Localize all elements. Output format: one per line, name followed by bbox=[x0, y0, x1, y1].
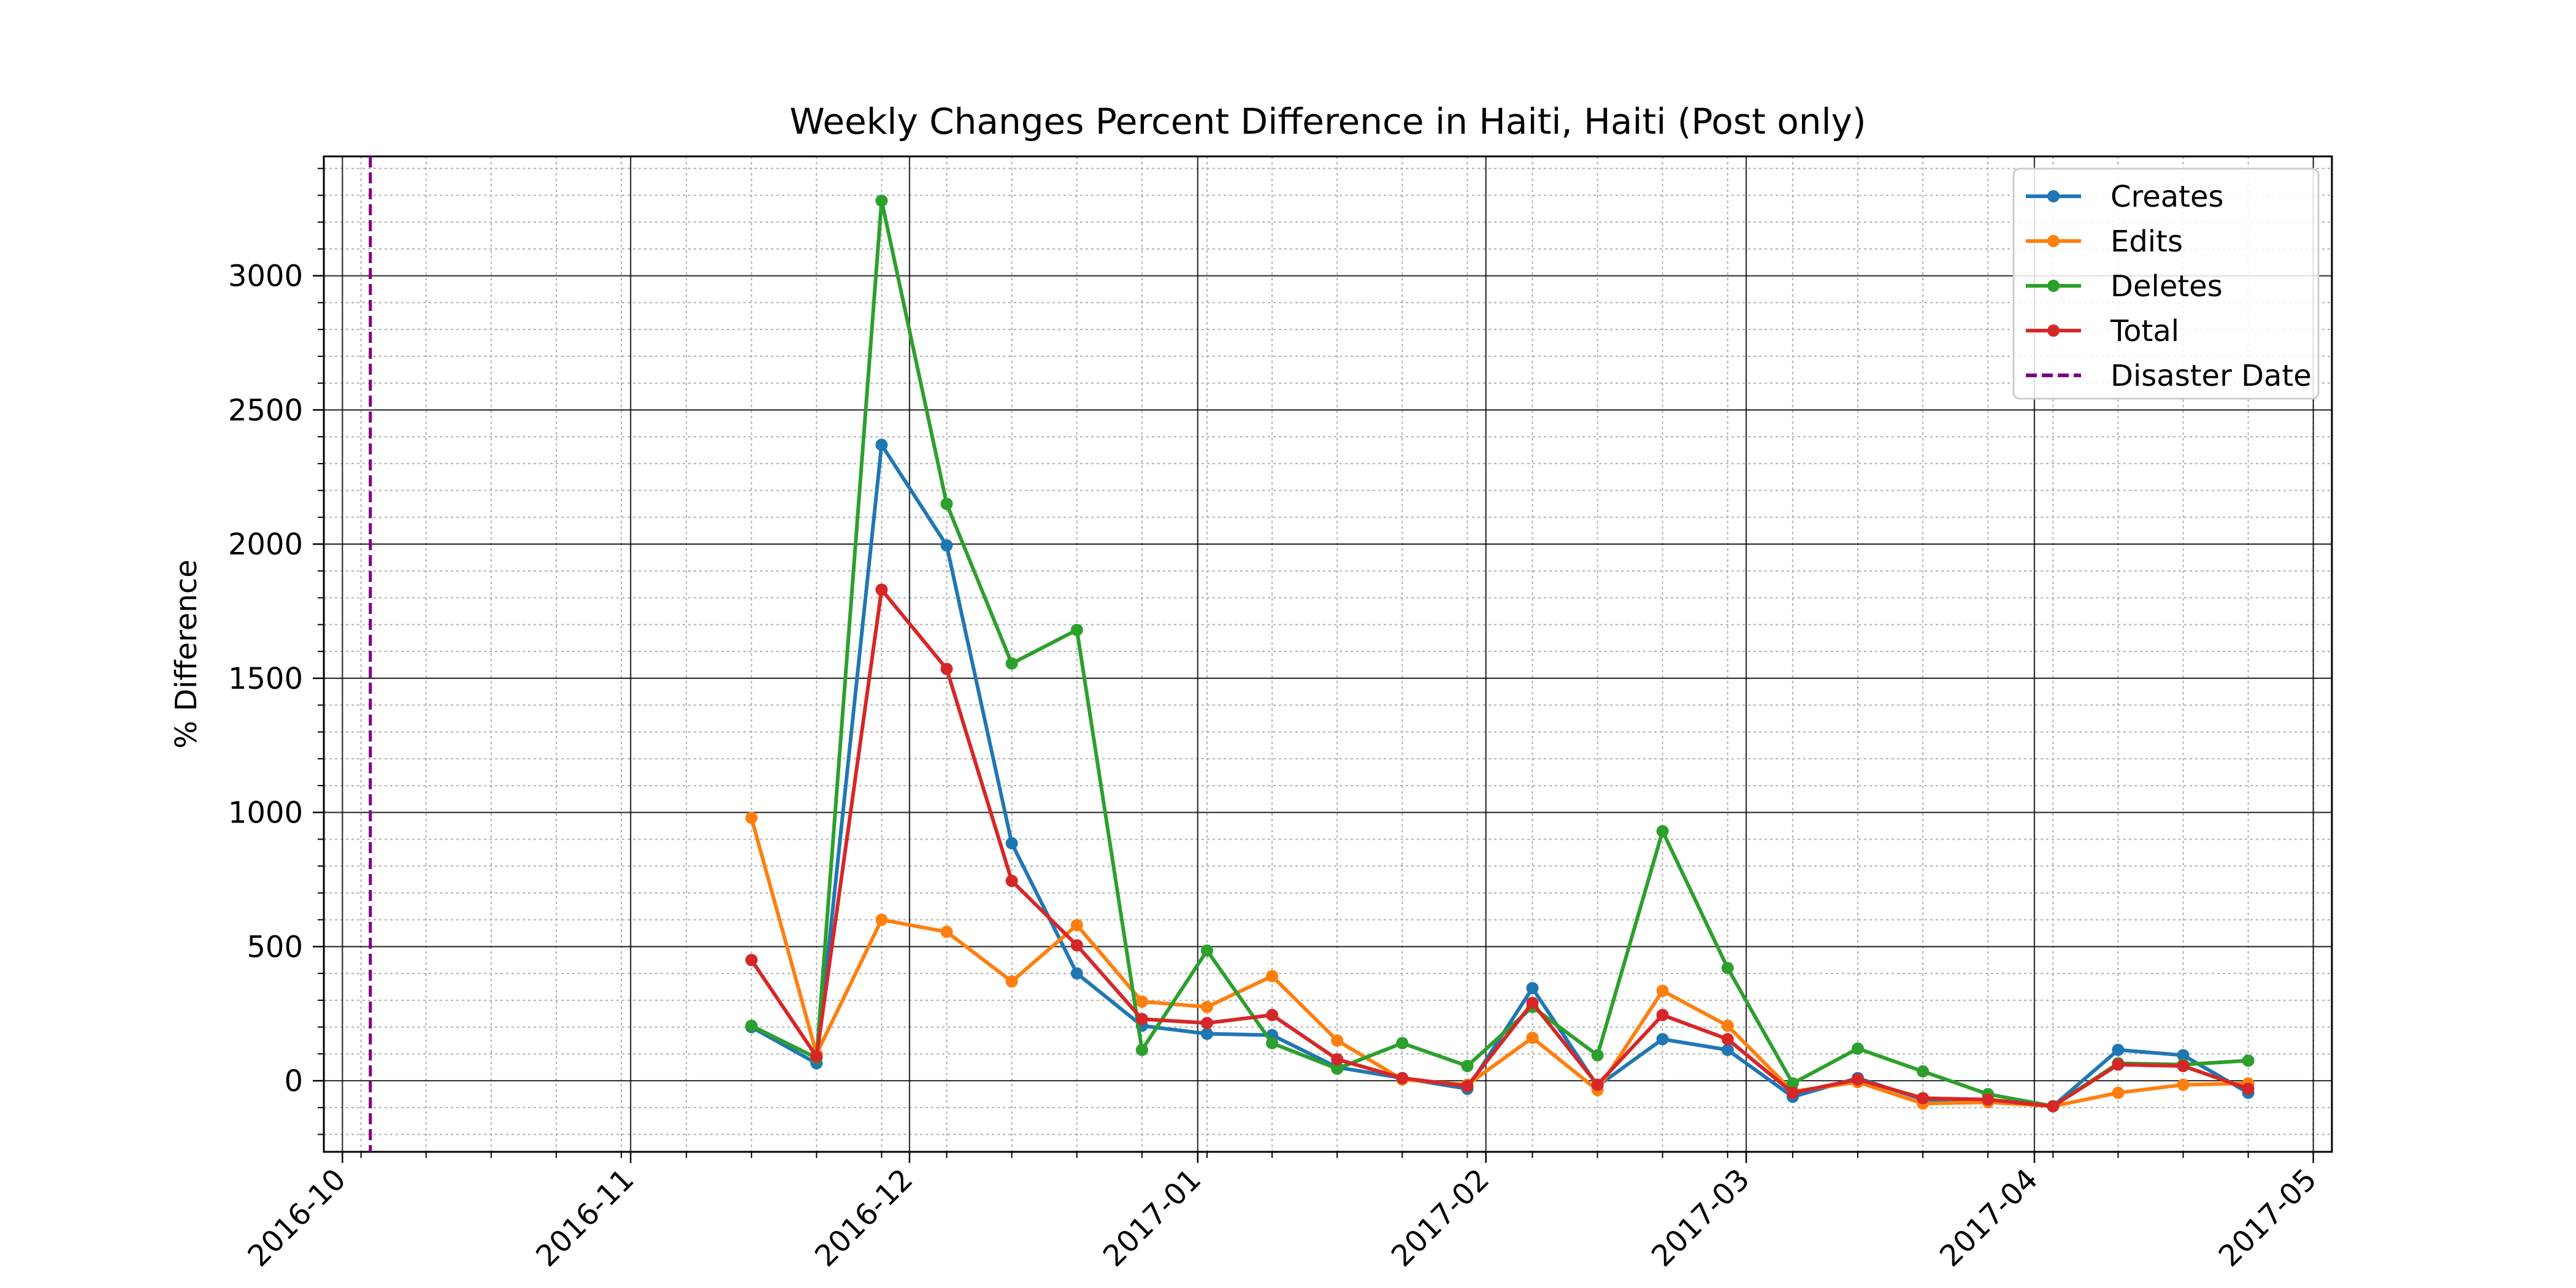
legend-label-total: Total bbox=[2110, 314, 2179, 348]
chart-title: Weekly Changes Percent Difference in Hai… bbox=[789, 101, 1866, 142]
data-point-total bbox=[1656, 1008, 1669, 1021]
data-point-edits bbox=[1201, 1000, 1213, 1013]
data-point-deletes bbox=[1201, 944, 1213, 957]
legend-label-edits: Edits bbox=[2110, 224, 2183, 259]
data-point-deletes bbox=[1852, 1042, 1864, 1055]
data-point-creates bbox=[875, 439, 888, 451]
y-tick-label: 3000 bbox=[228, 259, 303, 294]
data-point-total bbox=[1266, 1008, 1279, 1021]
data-point-deletes bbox=[1070, 624, 1083, 637]
data-point-total bbox=[1917, 1092, 1930, 1105]
y-tick-label: 500 bbox=[247, 930, 303, 964]
data-point-deletes bbox=[745, 1019, 758, 1032]
data-point-deletes bbox=[940, 497, 953, 510]
legend: Creates Edits Deletes Total Disaster Date bbox=[2012, 167, 2320, 400]
data-point-total bbox=[1331, 1053, 1344, 1066]
series-layer bbox=[369, 156, 2255, 1152]
series-line-total bbox=[749, 588, 2250, 1108]
data-point-edits bbox=[1526, 1032, 1539, 1045]
series-line-deletes bbox=[749, 199, 2250, 1108]
data-point-total bbox=[2112, 1058, 2125, 1071]
legend-box bbox=[2012, 167, 2320, 400]
data-point-deletes bbox=[1331, 1062, 1344, 1075]
data-point-total bbox=[1135, 1013, 1148, 1025]
data-point-creates bbox=[1526, 982, 1539, 995]
plot-frame bbox=[323, 155, 2333, 1153]
y-tick-label: 2500 bbox=[228, 393, 303, 427]
data-point-total bbox=[2047, 1100, 2060, 1113]
data-point-total bbox=[1982, 1093, 1995, 1106]
legend-marker-deletes bbox=[2047, 280, 2060, 292]
data-point-edits bbox=[1656, 984, 1669, 997]
legend-label-deletes: Deletes bbox=[2110, 269, 2223, 304]
data-point-edits bbox=[1005, 975, 1018, 988]
data-point-creates bbox=[1070, 967, 1083, 980]
data-point-total bbox=[810, 1050, 823, 1063]
y-tick-label: 2000 bbox=[228, 527, 303, 562]
data-point-creates bbox=[1201, 1027, 1213, 1040]
data-point-deletes bbox=[1656, 825, 1669, 838]
data-point-creates bbox=[1656, 1033, 1669, 1046]
data-point-total bbox=[1201, 1017, 1213, 1029]
data-point-deletes bbox=[1786, 1077, 1799, 1090]
data-point-deletes bbox=[875, 194, 888, 207]
data-point-deletes bbox=[1266, 1037, 1279, 1049]
data-point-total bbox=[1070, 939, 1083, 952]
data-point-deletes bbox=[1461, 1060, 1474, 1072]
data-point-deletes bbox=[1005, 657, 1018, 670]
data-point-edits bbox=[1135, 995, 1148, 1008]
data-point-creates bbox=[2177, 1049, 2190, 1062]
data-point-creates bbox=[1721, 1043, 1734, 1056]
data-point-total bbox=[2242, 1083, 2255, 1095]
data-point-total bbox=[1786, 1086, 1799, 1099]
data-point-deletes bbox=[2242, 1054, 2255, 1067]
data-point-creates bbox=[2112, 1043, 2125, 1056]
data-point-deletes bbox=[1917, 1065, 1930, 1078]
y-tick-label: 0 bbox=[284, 1064, 303, 1098]
data-point-edits bbox=[1266, 970, 1279, 983]
y-axis-label: % Difference bbox=[169, 559, 204, 748]
series-line-edits bbox=[749, 816, 2250, 1108]
data-point-deletes bbox=[1396, 1037, 1409, 1049]
legend-marker-edits bbox=[2047, 235, 2060, 247]
data-point-edits bbox=[745, 811, 758, 824]
data-point-total bbox=[1721, 1033, 1734, 1046]
y-tick-label: 1000 bbox=[228, 796, 303, 830]
data-point-deletes bbox=[1591, 1049, 1604, 1062]
data-point-edits bbox=[1721, 1019, 1734, 1032]
data-point-total bbox=[1396, 1071, 1409, 1084]
data-point-total bbox=[2177, 1060, 2190, 1072]
data-point-total bbox=[1591, 1078, 1604, 1091]
legend-label-creates: Creates bbox=[2110, 180, 2224, 214]
data-point-total bbox=[1005, 875, 1018, 887]
data-point-total bbox=[875, 583, 888, 596]
legend-marker-total bbox=[2047, 324, 2060, 337]
data-point-edits bbox=[875, 913, 888, 926]
legend-marker-creates bbox=[2047, 190, 2060, 202]
data-point-creates bbox=[1005, 837, 1018, 849]
data-point-edits bbox=[1070, 919, 1083, 932]
data-point-edits bbox=[1331, 1034, 1344, 1047]
data-point-total bbox=[1461, 1079, 1474, 1092]
data-point-total bbox=[940, 662, 953, 675]
data-point-total bbox=[1852, 1073, 1864, 1086]
y-tick-label: 1500 bbox=[228, 662, 303, 696]
legend-label-disaster-date: Disaster Date bbox=[2110, 359, 2312, 393]
data-point-edits bbox=[940, 926, 953, 938]
data-point-deletes bbox=[1721, 962, 1734, 975]
data-point-total bbox=[1526, 997, 1539, 1010]
data-point-edits bbox=[2112, 1086, 2125, 1099]
data-point-deletes bbox=[1135, 1043, 1148, 1056]
data-point-total bbox=[745, 954, 758, 967]
data-point-edits bbox=[2177, 1078, 2190, 1091]
data-point-creates bbox=[940, 539, 953, 552]
